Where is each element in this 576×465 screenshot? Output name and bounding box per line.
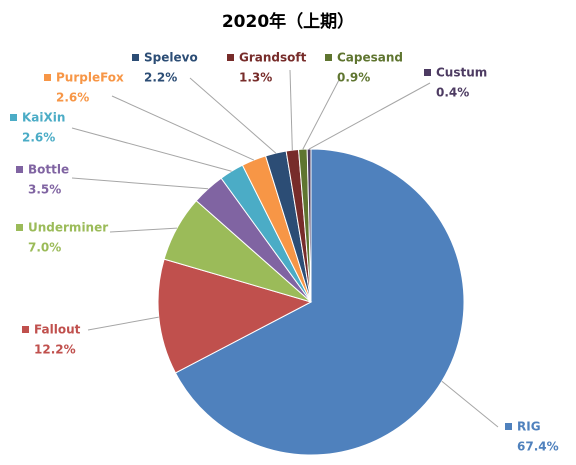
- pie-slice: [174, 148, 465, 456]
- leader-line: [308, 82, 431, 150]
- leader-line: [109, 227, 178, 233]
- legend-marker: [424, 69, 431, 76]
- legend-marker: [505, 423, 512, 430]
- data-label-name: Custum: [436, 66, 487, 80]
- data-label-name: Spelevo: [144, 51, 198, 65]
- data-label-name: Capesand: [337, 51, 403, 65]
- legend-marker: [16, 224, 23, 231]
- data-label-value: 2.2%: [144, 71, 177, 85]
- leader-line: [71, 127, 232, 172]
- data-label-name: KaiXin: [22, 111, 65, 125]
- legend-marker: [325, 54, 332, 61]
- leader-line: [441, 380, 499, 428]
- data-label-name: Underminer: [28, 221, 108, 235]
- chart-title: 2020年（上期）: [222, 11, 354, 32]
- legend-marker: [132, 54, 139, 61]
- data-label-value: 1.3%: [239, 71, 272, 85]
- data-label-name: Fallout: [34, 323, 81, 337]
- data-label-value: 7.0%: [28, 241, 61, 255]
- data-label-name: PurpleFox: [56, 71, 124, 85]
- data-label-value: 12.2%: [34, 343, 76, 357]
- legend-marker: [44, 74, 51, 81]
- data-label-name: Bottle: [28, 163, 69, 177]
- leader-line: [302, 77, 341, 150]
- leader-line: [111, 95, 255, 161]
- data-label-value: 2.6%: [56, 91, 89, 105]
- legend-marker: [10, 114, 17, 121]
- leader-line: [189, 77, 277, 154]
- data-label-value: 0.9%: [337, 71, 370, 85]
- data-label-value: 2.6%: [22, 131, 55, 145]
- data-label-name: Grandsoft: [239, 51, 307, 65]
- leader-line: [71, 177, 209, 190]
- data-label-value: 67.4%: [517, 440, 559, 454]
- data-label-value: 3.5%: [28, 183, 61, 197]
- leader-line: [87, 316, 159, 331]
- legend-marker: [227, 54, 234, 61]
- leader-line: [289, 69, 293, 151]
- data-label-name: RIG: [517, 420, 541, 434]
- legend-marker: [22, 326, 29, 333]
- data-label-value: 0.4%: [436, 86, 469, 100]
- legend-marker: [16, 166, 23, 173]
